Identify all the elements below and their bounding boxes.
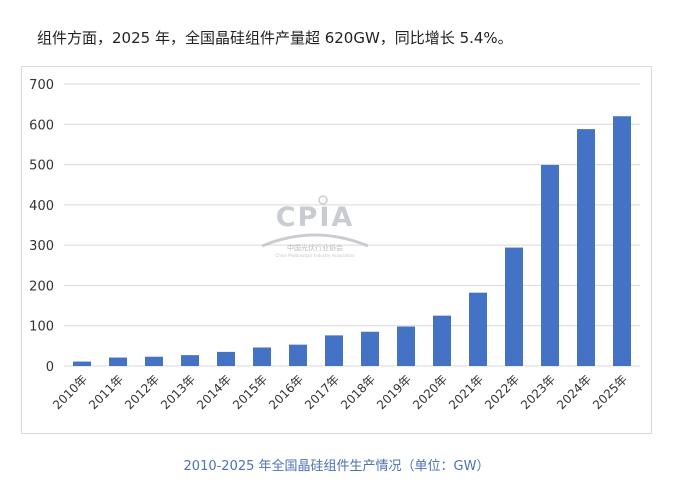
x-axis-ticks: 2010年2011年2012年2013年2014年2015年2016年2017年… bbox=[50, 372, 630, 412]
bar-2014年 bbox=[217, 351, 235, 366]
x-tick-label: 2021年 bbox=[446, 372, 486, 412]
cpia-org-name-en: China Photovoltaic Industry Association bbox=[275, 253, 355, 258]
bar-2016年 bbox=[289, 344, 307, 366]
x-tick-label: 2020年 bbox=[410, 372, 450, 412]
y-tick-label: 300 bbox=[29, 239, 54, 254]
y-axis-ticks: 0 100 200 300 400 500 600 700 bbox=[29, 78, 54, 375]
cpia-logo-text: CPIA bbox=[276, 202, 355, 233]
y-tick-label: 200 bbox=[29, 279, 54, 294]
bar-2010年 bbox=[73, 361, 91, 366]
bar-2018年 bbox=[361, 331, 379, 366]
x-tick-label: 2024年 bbox=[554, 372, 594, 412]
bar-2013年 bbox=[181, 355, 199, 366]
bar-2022年 bbox=[505, 247, 523, 366]
x-tick-label: 2011年 bbox=[86, 372, 126, 412]
bars bbox=[73, 116, 631, 366]
cpia-org-name: 中国光伏行业协会 bbox=[287, 243, 343, 252]
bar-2020年 bbox=[433, 315, 451, 366]
x-tick-label: 2012年 bbox=[122, 372, 162, 412]
bar-2012年 bbox=[145, 356, 163, 366]
y-tick-label: 500 bbox=[29, 159, 54, 174]
bar-2019年 bbox=[397, 326, 415, 366]
y-tick-label: 600 bbox=[29, 118, 54, 133]
x-tick-label: 2019年 bbox=[374, 372, 414, 412]
headline-text: 组件方面，2025 年，全国晶硅组件产量超 620GW，同比增长 5.4%。 bbox=[37, 29, 513, 47]
x-tick-label: 2013年 bbox=[158, 372, 198, 412]
bar-2023年 bbox=[541, 164, 559, 366]
cpia-swoosh-icon bbox=[261, 233, 369, 248]
x-tick-label: 2016年 bbox=[266, 372, 306, 412]
x-tick-label: 2015年 bbox=[230, 372, 270, 412]
y-tick-label: 400 bbox=[29, 199, 54, 214]
bar-2024年 bbox=[577, 129, 595, 366]
bar-2017年 bbox=[325, 335, 343, 366]
x-tick-label: 2025年 bbox=[590, 372, 630, 412]
cpia-sun-icon bbox=[318, 195, 328, 205]
x-tick-label: 2022年 bbox=[482, 372, 522, 412]
bar-2015年 bbox=[253, 347, 271, 366]
y-tick-label: 100 bbox=[29, 320, 54, 335]
bar-2011年 bbox=[109, 357, 127, 366]
x-tick-label: 2014年 bbox=[194, 372, 234, 412]
x-tick-label: 2018年 bbox=[338, 372, 378, 412]
x-tick-label: 2023年 bbox=[518, 372, 558, 412]
y-tick-label: 0 bbox=[46, 360, 54, 375]
cpia-watermark: CPIA 中国光伏行业协会 China Photovoltaic Industr… bbox=[261, 195, 369, 258]
bar-2021年 bbox=[469, 292, 487, 366]
bar-2025年 bbox=[613, 116, 631, 366]
x-tick-label: 2017年 bbox=[302, 372, 342, 412]
figure-caption: 2010-2025 年全国晶硅组件生产情况（单位：GW） bbox=[183, 459, 490, 474]
y-tick-label: 700 bbox=[29, 78, 54, 93]
x-tick-label: 2010年 bbox=[50, 372, 90, 412]
